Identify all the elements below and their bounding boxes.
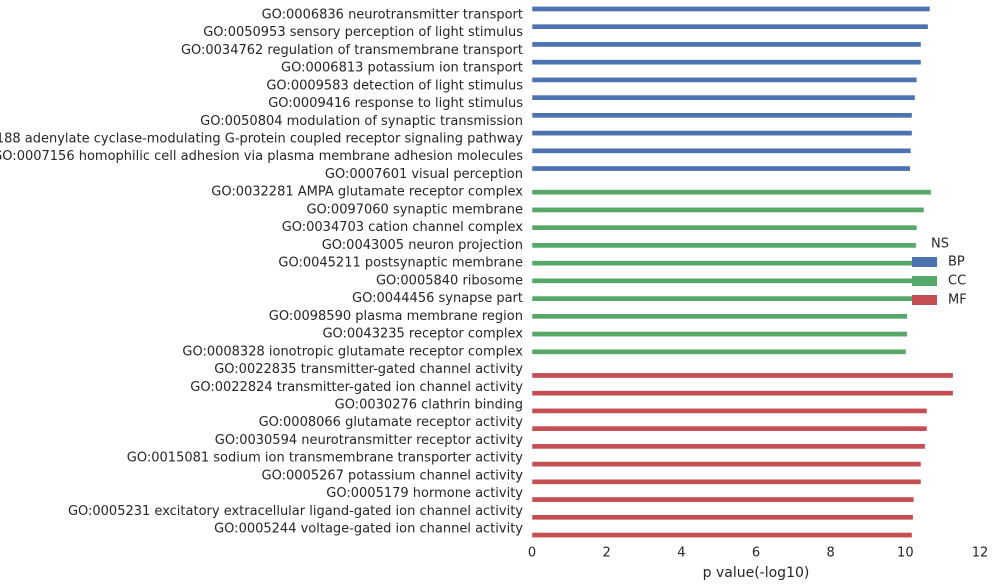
x-axis-label: p value(-log10) [703, 565, 810, 581]
bar [531, 242, 917, 249]
y-tick-label: GO:0034703 cation channel complex [282, 220, 524, 235]
y-tick-label: GO:0030594 neurotransmitter receptor act… [215, 433, 524, 448]
y-tick-label: GO:0015081 sodium ion transmembrane tran… [127, 451, 523, 466]
y-tick-label: GO:0022835 transmitter-gated channel act… [214, 362, 523, 377]
bar [531, 165, 911, 172]
bar [531, 147, 912, 154]
y-tick-label: GO:0032281 AMPA glutamate receptor compl… [211, 185, 523, 200]
y-tick-label: GO:0009583 detection of light stimulus [266, 78, 523, 93]
bar [531, 331, 908, 337]
y-tick-label: GO:0044456 synapse part [352, 291, 523, 306]
legend-swatch [912, 257, 937, 267]
bar [531, 372, 954, 379]
x-tick-label: 12 [972, 546, 989, 561]
bar [531, 461, 922, 467]
legend-title: NS [931, 237, 949, 252]
bar [531, 112, 913, 119]
bar [531, 295, 916, 302]
legend-label: MF [948, 293, 967, 308]
bar [531, 59, 922, 66]
legend-label: CC [948, 274, 966, 289]
y-tick-label: GO:0050953 sensory perception of light s… [203, 25, 523, 40]
bar [531, 207, 925, 213]
legend-swatch [912, 276, 937, 286]
y-tick-label: GO:0030276 clathrin binding [335, 398, 523, 413]
y-tick-label: GO:0045211 postsynaptic membrane [278, 256, 523, 271]
bar [531, 496, 915, 503]
bar [531, 425, 928, 432]
bar [531, 23, 929, 30]
y-tick-label: GO:0007156 homophilic cell adhesion via … [0, 149, 523, 164]
bar [531, 514, 914, 521]
y-tick-label: GO:0050804 modulation of synaptic transm… [200, 114, 523, 129]
y-tick-label: GO:0005231 excitatory extracellular liga… [68, 504, 523, 519]
legend-swatch [912, 295, 937, 305]
y-tick-label: GO:0006836 neurotransmitter transport [262, 7, 523, 22]
y-tick-label: GO:0005244 voltage-gated ion channel act… [214, 522, 523, 537]
bar [531, 130, 913, 136]
bar [531, 260, 917, 266]
bar [531, 94, 916, 101]
bar [531, 532, 913, 538]
y-tick-label: GO:0007188 adenylate cyclase-modulating … [0, 132, 523, 147]
y-tick-label: GO:0097060 synaptic membrane [306, 202, 523, 217]
y-tick-label: GO:0043235 receptor complex [322, 327, 523, 342]
bar [531, 224, 918, 231]
y-tick-label: GO:0005179 hormone activity [326, 486, 523, 501]
y-tick-label: GO:0022824 transmitter-gated ion channel… [190, 380, 523, 395]
x-tick-label: 2 [603, 546, 611, 561]
y-tick-label: GO:0008066 glutamate receptor activity [259, 415, 524, 430]
bar [531, 313, 908, 320]
y-tick-label: GO:0006813 potassium ion transport [281, 61, 523, 76]
bar [531, 348, 907, 355]
bar [531, 408, 928, 414]
bar [531, 189, 932, 196]
x-tick-label: 0 [528, 546, 536, 561]
y-tick-label: GO:0043005 neuron projection [322, 238, 523, 253]
x-tick-label: 4 [677, 546, 685, 561]
y-tick-label: GO:0009416 response to light stimulus [268, 96, 523, 111]
bar [531, 77, 918, 83]
y-tick-label: GO:0008328 ionotropic glutamate receptor… [182, 344, 523, 359]
x-tick-label: 8 [827, 546, 835, 561]
x-tick-label: 10 [897, 546, 914, 561]
bar [531, 41, 922, 48]
bar [531, 6, 931, 12]
y-tick-label: GO:0005840 ribosome [376, 273, 523, 288]
x-tick-label: 6 [752, 546, 760, 561]
y-tick-label: GO:0098590 plasma membrane region [269, 309, 523, 324]
y-tick-label: GO:0007601 visual perception [325, 167, 523, 182]
bar [531, 390, 954, 397]
bar [531, 443, 926, 450]
legend-label: BP [948, 255, 965, 270]
y-tick-label: GO:0005267 potassium channel activity [262, 468, 524, 483]
bar [531, 278, 916, 284]
bar [531, 478, 922, 485]
y-tick-label: GO:0034762 regulation of transmembrane t… [181, 43, 523, 58]
